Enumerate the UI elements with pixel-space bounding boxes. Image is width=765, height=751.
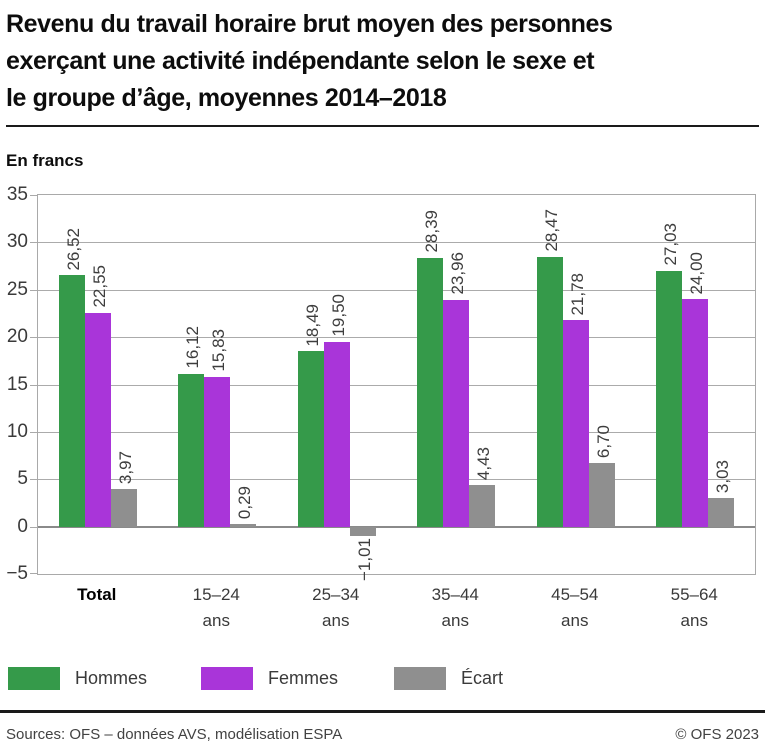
value-label: 3,97: [115, 450, 135, 485]
y-tick-label: −5: [6, 563, 28, 584]
x-label-35–44: 35–44 ans: [431, 585, 479, 630]
bar-femmes-1: [204, 376, 231, 527]
bar-femmes-3: [443, 299, 470, 527]
value-label: 18,49: [302, 303, 322, 347]
bar-hommes-1: [178, 373, 205, 527]
x-label-45–54: 45–54 ans: [551, 585, 599, 630]
bar-femmes-4: [562, 320, 589, 527]
value-label: 22,55: [89, 265, 109, 308]
legend-item-hommes: Hommes: [8, 667, 201, 690]
legend-item-femmes: Femmes: [201, 667, 394, 690]
y-tick-label: 0: [17, 515, 28, 537]
bar-écart-1: [230, 523, 257, 527]
bar-hommes-3: [417, 257, 444, 527]
legend-swatch-hommes: [8, 667, 60, 690]
value-label: 15,83: [209, 329, 229, 372]
unit-label: En francs: [6, 151, 84, 170]
x-label-total: Total: [77, 585, 117, 604]
copyright-text: © OFS 2023: [675, 726, 759, 743]
y-tick-mark: [30, 573, 37, 574]
bar-chart: −5 0 5 10 15 20 25 30 35 26,52 16,12 18,49 28,39 28,4…: [6, 184, 759, 640]
y-tick-label: 35: [6, 184, 28, 205]
bar-écart-0: [110, 489, 137, 527]
title-divider: [6, 125, 759, 127]
x-label-15–24: 15–24 ans: [192, 585, 240, 630]
plot-area: −5 0 5 10 15 20 25 30 35 26,52 16,12 18,49 28,39 28,4…: [6, 184, 756, 584]
bar-femmes-2: [323, 341, 350, 527]
x-label-55–64: 55–64 ans: [670, 585, 718, 630]
y-tick-mark: [30, 242, 37, 244]
legend-label-femmes: Femmes: [268, 668, 339, 688]
value-label: 6,70: [593, 425, 613, 459]
bar-hommes-0: [58, 275, 85, 527]
bar-écart-4: [588, 463, 615, 527]
chart-title-line-2: exerçant une activité indépendante selon…: [6, 47, 595, 75]
value-label: 27,03: [661, 222, 681, 266]
bar-femmes-0: [84, 312, 111, 527]
bar-hommes-4: [536, 256, 563, 527]
value-label: 23,96: [448, 252, 468, 295]
legend-item-écart: Écart: [394, 667, 587, 690]
bar-femmes-5: [682, 299, 709, 527]
y-tick-label: 5: [17, 468, 28, 490]
value-label: 19,50: [328, 294, 348, 337]
y-tick-label: 15: [6, 373, 28, 395]
chart-title-line-1: Revenu du travail horaire brut moyen des…: [6, 10, 613, 38]
y-tick-mark: [30, 289, 37, 291]
footer: Sources: OFS – données AVS, modélisation…: [6, 726, 759, 743]
y-tick-label: 30: [6, 231, 28, 253]
value-label: 21,78: [567, 272, 587, 316]
value-label: 4,43: [474, 446, 494, 480]
gridline: [38, 337, 755, 339]
gridline: [38, 242, 755, 244]
y-tick-mark: [30, 337, 37, 339]
y-tick-label: 10: [6, 420, 28, 442]
zero-line: [38, 525, 755, 528]
value-label: 16,12: [183, 326, 203, 369]
bar-écart-5: [708, 497, 735, 527]
legend: Hommes Femmes Écart: [6, 667, 759, 690]
legend-label-écart: Écart: [461, 668, 504, 688]
gridline: [38, 431, 755, 433]
chart-title-line-3: le groupe d’âge, moyennes 2014–2018: [6, 84, 447, 112]
value-label: 26,52: [63, 227, 83, 271]
value-label: 3,03: [713, 459, 733, 493]
legend-label-hommes: Hommes: [75, 668, 148, 688]
y-tick-mark: [30, 431, 37, 433]
bar-hommes-2: [297, 351, 324, 527]
legend-swatch-écart: [394, 667, 446, 690]
y-tick-mark: [30, 526, 37, 528]
source-text: Sources: OFS – données AVS, modélisation…: [6, 726, 343, 743]
gridline: [38, 289, 755, 291]
value-label: −1,01: [354, 538, 374, 582]
x-axis: Total 15–24 ans 25–34 ans 35–44 ans 45–54 ans 55–…: [37, 582, 756, 640]
x-label-25–34: 25–34 ans: [312, 585, 360, 630]
y-tick-label: 25: [6, 278, 28, 300]
gridline: [38, 479, 755, 481]
value-label: 28,39: [422, 210, 442, 253]
footer-divider: [0, 710, 765, 713]
y-tick-mark: [30, 195, 37, 196]
gridline: [38, 384, 755, 386]
chart-title: Revenu du travail horaire brut moyen des…: [6, 6, 759, 117]
value-label: 24,00: [687, 251, 707, 295]
value-label: 28,47: [541, 209, 561, 252]
bar-écart-2: [349, 526, 376, 537]
legend-swatch-femmes: [201, 667, 253, 690]
y-tick-mark: [30, 479, 37, 481]
value-label: 0,29: [235, 485, 255, 519]
bar-hommes-5: [656, 270, 683, 527]
bar-écart-3: [469, 484, 496, 527]
y-tick-mark: [30, 384, 37, 386]
y-tick-label: 20: [6, 326, 28, 348]
